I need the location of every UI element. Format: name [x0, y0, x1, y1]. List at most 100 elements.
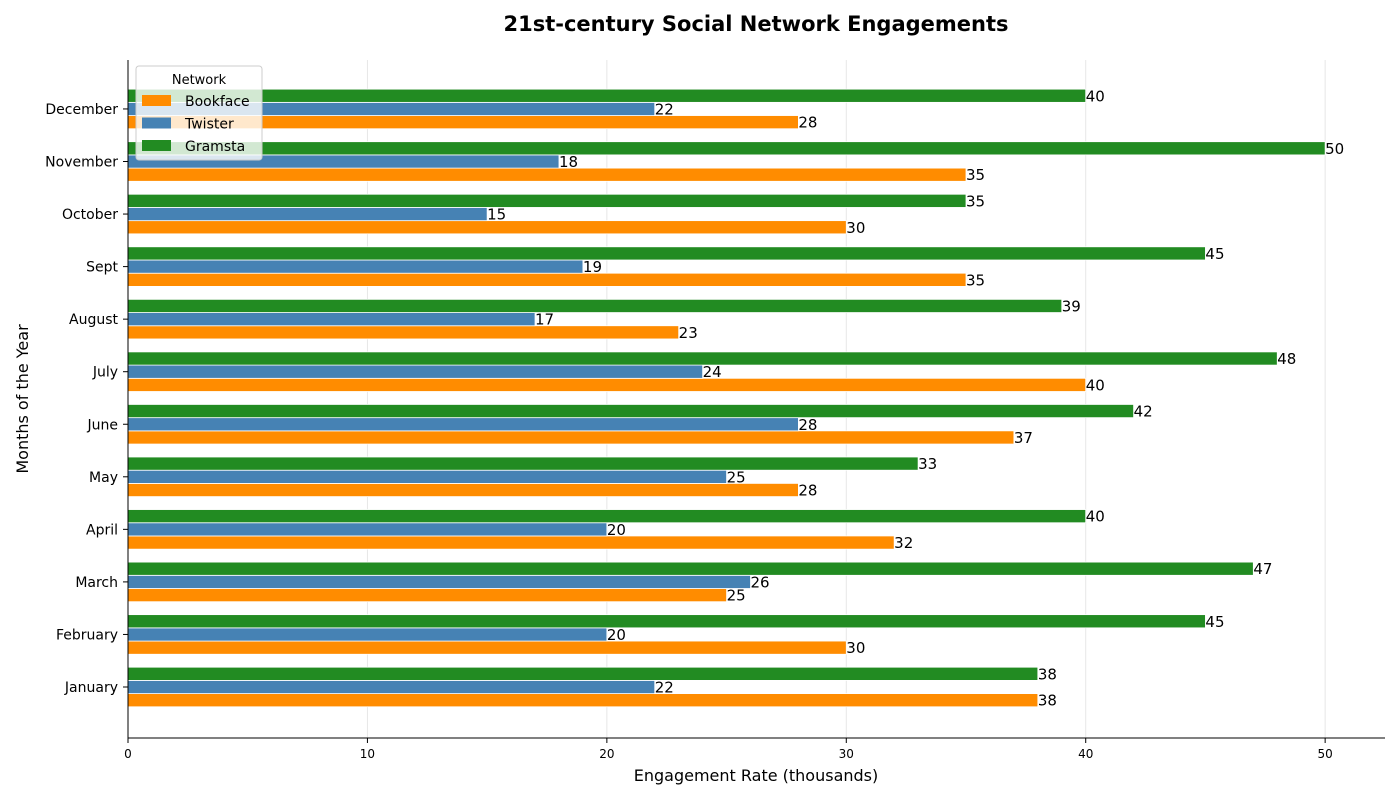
bar-gramsta-sept [127, 246, 1206, 261]
bar-bookface-february [127, 640, 847, 655]
y-tick-label-december: December [45, 102, 118, 118]
data-label-gramsta-may: 33 [918, 455, 937, 473]
bar-twister-june [127, 417, 799, 432]
x-tick-label-20: 20 [599, 747, 614, 761]
bar-gramsta-june [127, 404, 1134, 419]
chart-title: 21st-century Social Network Engagements [503, 12, 1008, 36]
data-label-bookface-june: 37 [1014, 429, 1033, 447]
data-label-twister-november: 18 [559, 153, 578, 171]
data-label-gramsta-august: 39 [1062, 297, 1081, 315]
data-label-bookface-january: 38 [1038, 692, 1057, 710]
legend: Network Bookface Twister Gramsta [135, 65, 263, 161]
data-label-twister-january: 22 [655, 679, 674, 697]
bar-gramsta-december [127, 88, 1087, 103]
bar-bookface-sept [127, 272, 967, 287]
data-label-bookface-february: 30 [846, 639, 865, 657]
y-tick-label-january: January [64, 680, 118, 696]
bars [127, 88, 1326, 708]
bar-bookface-august [127, 325, 680, 340]
data-label-bookface-july: 40 [1086, 376, 1105, 394]
data-label-gramsta-october: 35 [966, 192, 985, 210]
bar-bookface-january [127, 693, 1039, 708]
data-label-gramsta-april: 40 [1086, 508, 1105, 526]
data-label-twister-june: 28 [798, 416, 817, 434]
legend-swatch-twister [142, 117, 171, 129]
bar-twister-july [127, 364, 704, 379]
data-label-gramsta-november: 50 [1325, 140, 1344, 158]
data-label-twister-sept: 19 [583, 258, 602, 276]
data-label-gramsta-december: 40 [1086, 87, 1105, 105]
legend-swatch-gramsta [142, 140, 171, 151]
data-label-bookface-december: 28 [798, 114, 817, 132]
data-label-twister-april: 20 [607, 521, 626, 539]
bar-gramsta-january [127, 666, 1039, 681]
data-label-gramsta-february: 45 [1205, 613, 1224, 631]
bar-twister-october [127, 207, 488, 222]
bar-gramsta-november [127, 141, 1326, 156]
legend-label-gramsta: Gramsta [185, 139, 245, 155]
data-labels: 38 22 38 30 20 45 25 26 47 32 20 40 28 25 33 37 28 42 40 24… [487, 87, 1344, 709]
bar-gramsta-october [127, 193, 967, 208]
legend-items: Bookface Twister Gramsta [142, 94, 250, 155]
bar-twister-august [127, 312, 536, 327]
y-axis-label: Months of the Year [13, 324, 32, 474]
data-label-twister-october: 15 [487, 206, 506, 224]
data-label-twister-december: 22 [655, 100, 674, 118]
x-tick-label-40: 40 [1078, 747, 1093, 761]
bar-bookface-march [127, 588, 727, 603]
data-label-twister-march: 26 [751, 573, 770, 591]
data-label-bookface-march: 25 [727, 587, 746, 605]
y-tick-label-march: March [75, 575, 118, 591]
bar-bookface-may [127, 482, 799, 497]
legend-box [135, 65, 263, 161]
bar-gramsta-march [127, 561, 1254, 576]
bar-twister-sept [127, 259, 584, 274]
axes [127, 60, 1385, 739]
data-label-gramsta-july: 48 [1277, 350, 1296, 368]
data-label-bookface-sept: 35 [966, 271, 985, 289]
x-ticks: 0 10 20 30 40 50 [124, 738, 1333, 761]
y-tick-label-june: June [87, 417, 119, 433]
y-tick-label-august: August [69, 312, 119, 328]
y-tick-label-may: May [89, 470, 118, 486]
bar-twister-may [127, 469, 727, 484]
y-tick-label-april: April [86, 522, 118, 538]
bar-gramsta-august [127, 298, 1063, 313]
legend-title: Network [172, 73, 227, 88]
bar-bookface-november [127, 167, 967, 182]
y-tick-label-july: July [92, 365, 118, 381]
data-label-twister-july: 24 [703, 363, 722, 381]
y-tick-label-sept: Sept [86, 260, 118, 276]
bar-twister-february [127, 627, 608, 642]
data-label-bookface-november: 35 [966, 166, 985, 184]
data-label-bookface-october: 30 [846, 219, 865, 237]
data-label-twister-february: 20 [607, 626, 626, 644]
bar-gramsta-february [127, 614, 1206, 629]
x-tick-label-0: 0 [124, 747, 132, 761]
x-tick-label-50: 50 [1318, 747, 1333, 761]
y-tick-label-november: November [45, 155, 118, 171]
y-tick-label-february: February [56, 627, 118, 643]
data-label-bookface-may: 28 [798, 482, 817, 500]
y-ticks: January February March April May June July Augu… [45, 102, 128, 696]
legend-label-twister: Twister [184, 117, 234, 133]
data-label-gramsta-january: 38 [1038, 665, 1057, 683]
y-tick-label-october: October [62, 207, 118, 223]
legend-label-bookface: Bookface [185, 94, 250, 110]
bar-twister-april [127, 522, 608, 537]
data-label-gramsta-june: 42 [1134, 403, 1153, 421]
x-tick-label-30: 30 [839, 747, 854, 761]
bar-twister-january [127, 680, 656, 695]
x-tick-label-10: 10 [360, 747, 375, 761]
data-label-twister-may: 25 [727, 468, 746, 486]
data-label-twister-august: 17 [535, 311, 554, 329]
bar-bookface-july [127, 377, 1087, 392]
data-label-gramsta-march: 47 [1253, 560, 1272, 578]
data-label-bookface-april: 32 [894, 534, 913, 552]
bar-bookface-april [127, 535, 895, 550]
bar-bookface-june [127, 430, 1015, 445]
bar-twister-march [127, 574, 751, 589]
legend-swatch-bookface [142, 95, 171, 106]
data-label-gramsta-sept: 45 [1205, 245, 1224, 263]
